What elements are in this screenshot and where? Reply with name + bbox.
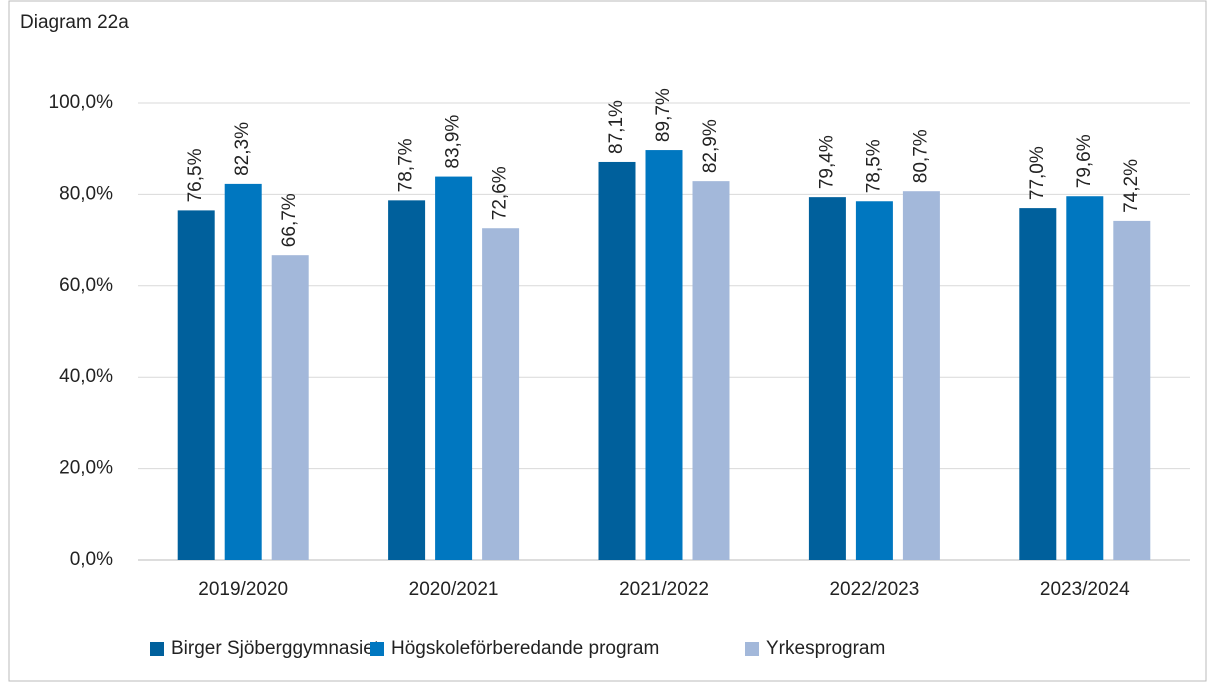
value-label: 78,5% [863,139,884,193]
value-label: 79,6% [1074,134,1095,188]
value-label: 82,3% [232,122,253,176]
y-tick-label: 100,0% [49,92,114,113]
legend-label: Högskoleförberedande program [391,638,659,659]
y-tick-label: 80,0% [59,183,113,204]
bar [598,161,636,560]
value-label: 72,6% [490,166,511,220]
bar [388,200,426,560]
bar [1019,208,1057,561]
bar [1066,196,1104,560]
value-label: 77,0% [1027,146,1048,200]
bar [855,201,893,560]
bar [482,228,520,560]
y-tick-label: 20,0% [59,458,113,479]
value-label: 87,1% [606,100,627,154]
value-label: 78,7% [396,138,417,192]
x-tick-label: 2023/2024 [1040,579,1130,600]
x-tick-label: 2020/2021 [409,579,499,600]
bar [902,191,940,561]
value-label: 79,4% [816,135,837,189]
legend-label: Yrkesprogram [766,638,885,659]
value-label: 66,7% [279,193,300,247]
bar [808,197,846,560]
bar [645,150,683,561]
value-label: 82,9% [700,119,721,173]
legend-swatch [150,642,164,656]
bar [435,176,473,560]
legend-swatch [370,642,384,656]
bar [692,181,730,560]
value-label: 74,2% [1121,159,1142,213]
legend-swatch [745,642,759,656]
x-tick-label: 2019/2020 [198,579,288,600]
x-tick-label: 2021/2022 [619,579,709,600]
bar [224,183,262,560]
value-label: 76,5% [185,148,206,202]
value-label: 89,7% [653,88,674,142]
y-tick-label: 60,0% [59,275,113,296]
bar [1113,220,1151,560]
bar [271,255,309,560]
legend-label: Birger Sjöberggymnasiet [171,638,380,659]
y-tick-label: 40,0% [59,366,113,387]
y-tick-label: 0,0% [70,549,113,570]
chart-title: Diagram 22a [20,12,129,33]
value-label: 83,9% [443,115,464,169]
x-tick-label: 2022/2023 [829,579,919,600]
value-label: 80,7% [910,129,931,183]
bar [177,210,215,560]
